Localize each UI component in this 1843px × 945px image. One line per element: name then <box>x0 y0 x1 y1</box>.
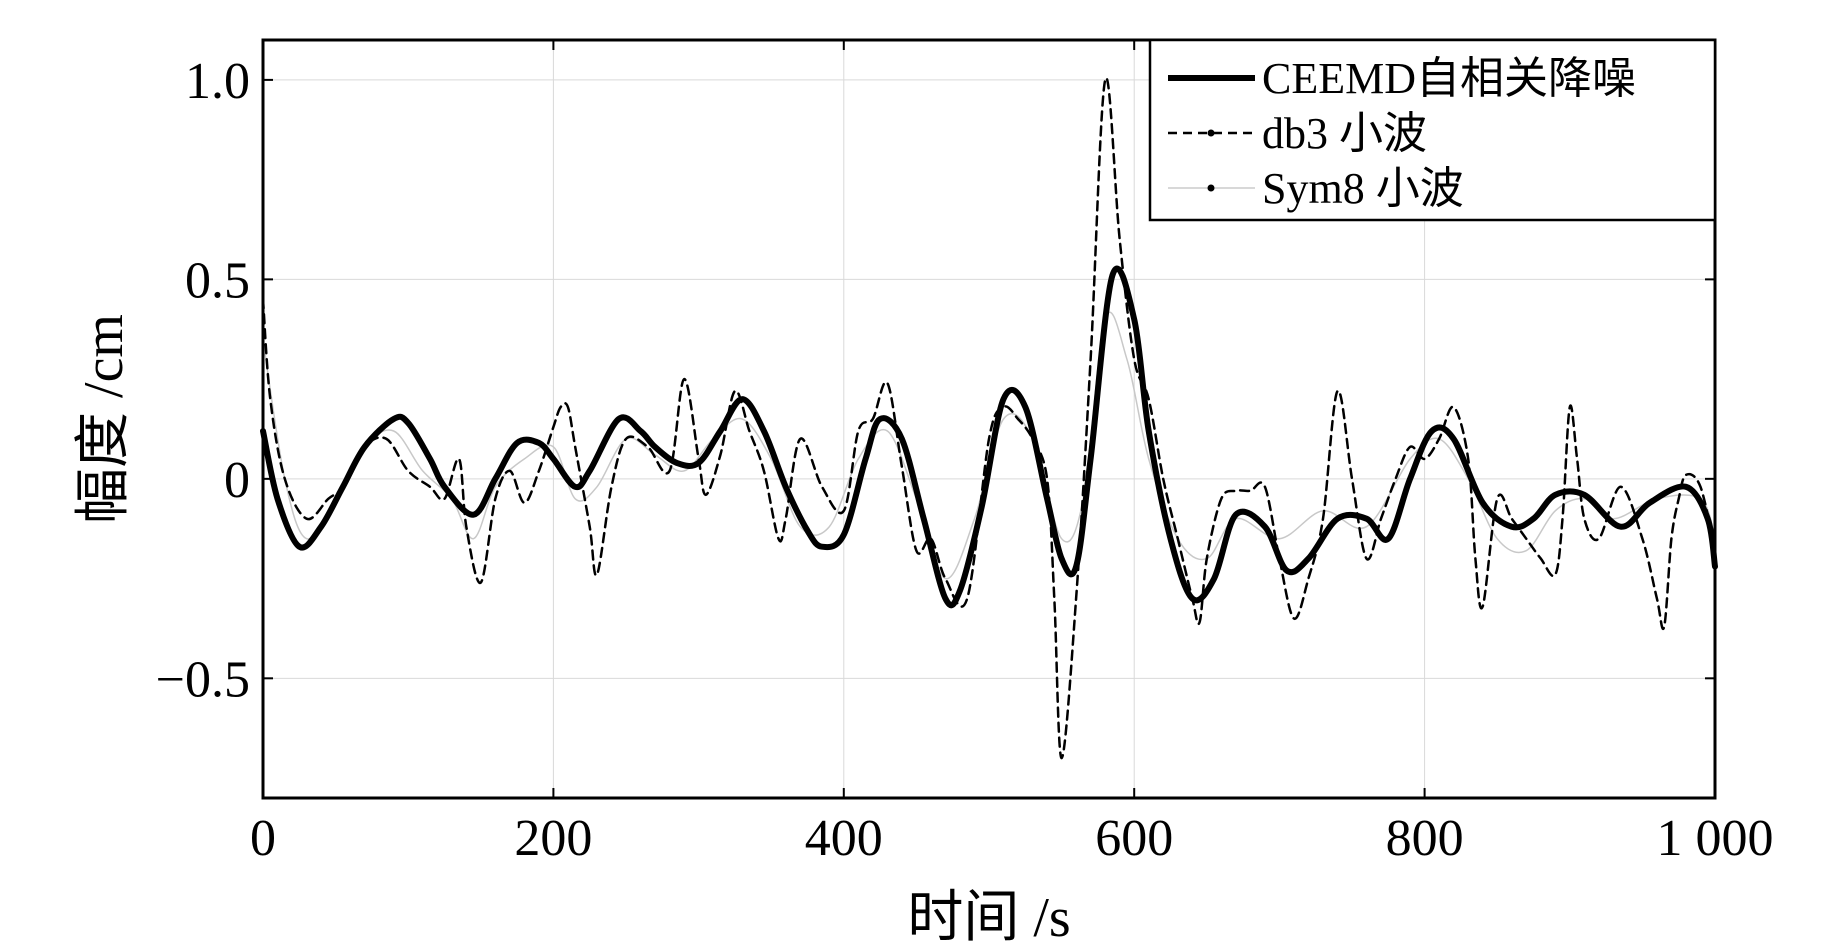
legend-label: CEEMD自相关降噪 <box>1262 54 1636 103</box>
legend-box <box>1148 38 1717 222</box>
y-tick-label: 0.5 <box>185 252 250 309</box>
x-tick-label: 1 000 <box>1657 810 1774 867</box>
x-tick-label: 600 <box>1095 810 1173 867</box>
axis-ticks: 0 200 400 600 800 1 000 −0.5 0 0.5 1.0 <box>156 40 1774 867</box>
x-tick-label: 400 <box>805 810 883 867</box>
x-axis-label: 时间 /s <box>907 887 1070 945</box>
y-tick-label: −0.5 <box>156 651 250 708</box>
plot-frame <box>261 38 1717 800</box>
x-tick-label: 800 <box>1386 810 1464 867</box>
series-line-2 <box>262 311 1716 580</box>
legend-marker <box>1207 129 1215 137</box>
legend: CEEMD自相关降噪 db3 小波 Sym8 小波 <box>1148 38 1717 222</box>
legend-marker <box>1207 184 1215 192</box>
y-axis-label: 幅度 /cm <box>73 314 135 524</box>
x-tick-label: 0 <box>250 810 276 867</box>
y-tick-label: 1.0 <box>185 53 250 110</box>
series-layer <box>260 76 1718 760</box>
x-tick-label: 200 <box>514 810 592 867</box>
series-line-0 <box>260 265 1718 609</box>
legend-label: db3 小波 <box>1262 109 1427 158</box>
y-tick-label: 0 <box>224 452 250 509</box>
legend-label: Sym8 小波 <box>1262 164 1464 213</box>
